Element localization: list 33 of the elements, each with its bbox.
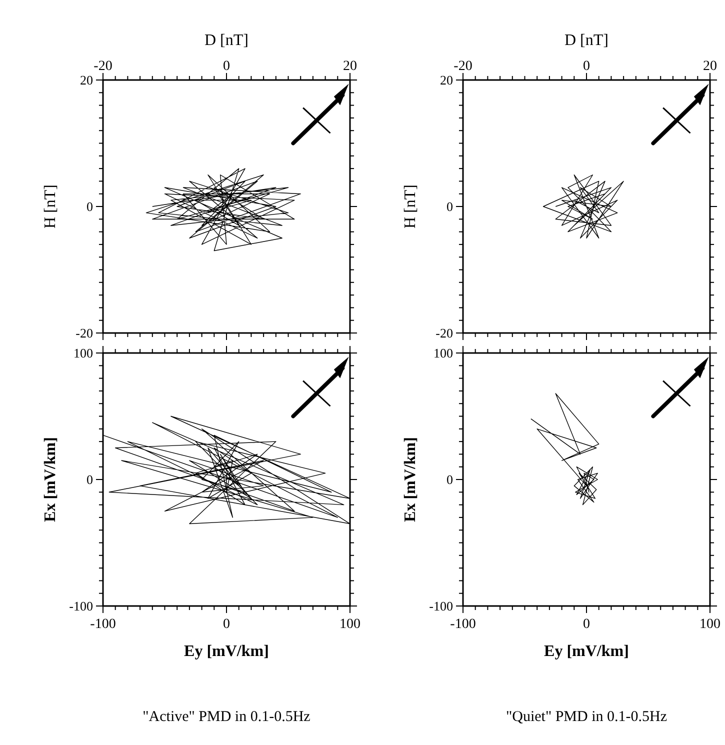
text: "Active" PMD in 0.1-0.5Hz <box>142 709 311 725</box>
x-axis-title: Ey [mV/km] <box>184 643 269 660</box>
y-tick-label: 0 <box>446 472 453 487</box>
y-axis-title: Ex [mV/km] <box>402 437 419 522</box>
x-tick-label: 20 <box>343 59 357 74</box>
line-series <box>530 393 600 506</box>
line-series <box>542 174 624 238</box>
x-tick-label: 0 <box>583 617 590 632</box>
x-axis-title: D [nT] <box>204 32 248 49</box>
y-tick-label: 20 <box>440 72 453 88</box>
y-tick-label: 0 <box>86 472 93 487</box>
y-axis-title: H [nT] <box>402 184 419 228</box>
x-tick-label: 0 <box>223 617 230 632</box>
y-tick-label: 20 <box>80 72 93 88</box>
x-tick-label: 0 <box>583 59 590 74</box>
x-tick-label: 100 <box>340 617 360 632</box>
y-axis-title: H [nT] <box>42 184 59 228</box>
y-tick-label: 100 <box>434 346 453 360</box>
y-tick-label: 0 <box>446 199 453 214</box>
y-tick-label: 100 <box>74 346 93 360</box>
x-axis-title: Ey [mV/km] <box>544 643 629 660</box>
x-tick-label: 20 <box>703 59 717 74</box>
x-tick-label: 0 <box>223 59 230 74</box>
y-tick-label: -100 <box>69 598 93 614</box>
text: "Quiet" PMD in 0.1-0.5Hz <box>506 709 668 725</box>
x-axis-title: D [nT] <box>564 32 608 49</box>
y-tick-label: -20 <box>436 326 453 340</box>
y-tick-label: -100 <box>429 598 453 614</box>
line-series <box>146 168 301 252</box>
y-axis-title: Ex [mV/km] <box>42 437 59 522</box>
y-tick-label: 0 <box>86 199 93 214</box>
x-tick-label: 100 <box>700 617 720 632</box>
y-tick-label: -20 <box>76 326 93 340</box>
